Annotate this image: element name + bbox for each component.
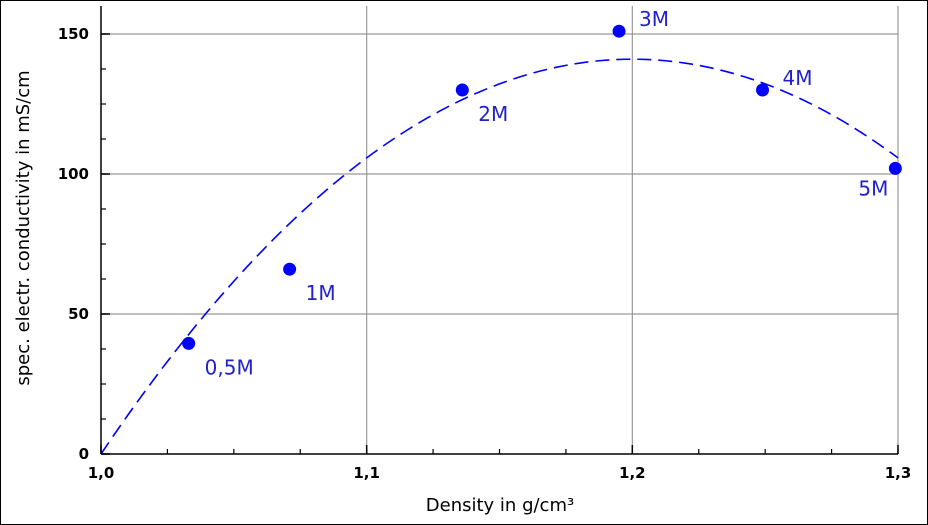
fit-curve (100, 58, 899, 455)
point-label: 4M (783, 66, 813, 90)
point-labels: 0,5M 1M 2M 3M 4M 5M (205, 7, 889, 379)
axes (100, 6, 898, 455)
fit-curve-layer (100, 58, 899, 455)
data-point (283, 262, 297, 276)
x-axis-title: Density in g/cm³ (426, 495, 574, 516)
y-tick-label: 50 (68, 305, 89, 323)
point-label: 2M (478, 102, 508, 126)
data-point (756, 83, 770, 97)
y-tick-label: 100 (58, 165, 89, 183)
data-point (612, 24, 626, 38)
x-tick-label: 1,3 (885, 464, 912, 482)
data-point (182, 336, 196, 350)
y-tick-label: 150 (58, 25, 89, 43)
y-axis-title: spec. electr. conductivity in mS/cm (13, 70, 34, 385)
data-point (888, 161, 902, 175)
x-tick-label: 1,0 (88, 464, 115, 482)
grid-lines (101, 6, 899, 454)
data-point (455, 83, 469, 97)
point-label: 0,5M (205, 355, 254, 379)
y-tick-label: 0 (79, 445, 89, 463)
x-tick-label: 1,1 (353, 464, 380, 482)
ticks: 1,0 1,1 1,2 1,3 0 50 100 150 (58, 25, 912, 482)
point-label: 5M (858, 176, 888, 200)
data-points (182, 24, 902, 350)
point-label: 3M (639, 7, 669, 31)
point-label: 1M (306, 281, 336, 305)
x-tick-label: 1,2 (619, 464, 646, 482)
